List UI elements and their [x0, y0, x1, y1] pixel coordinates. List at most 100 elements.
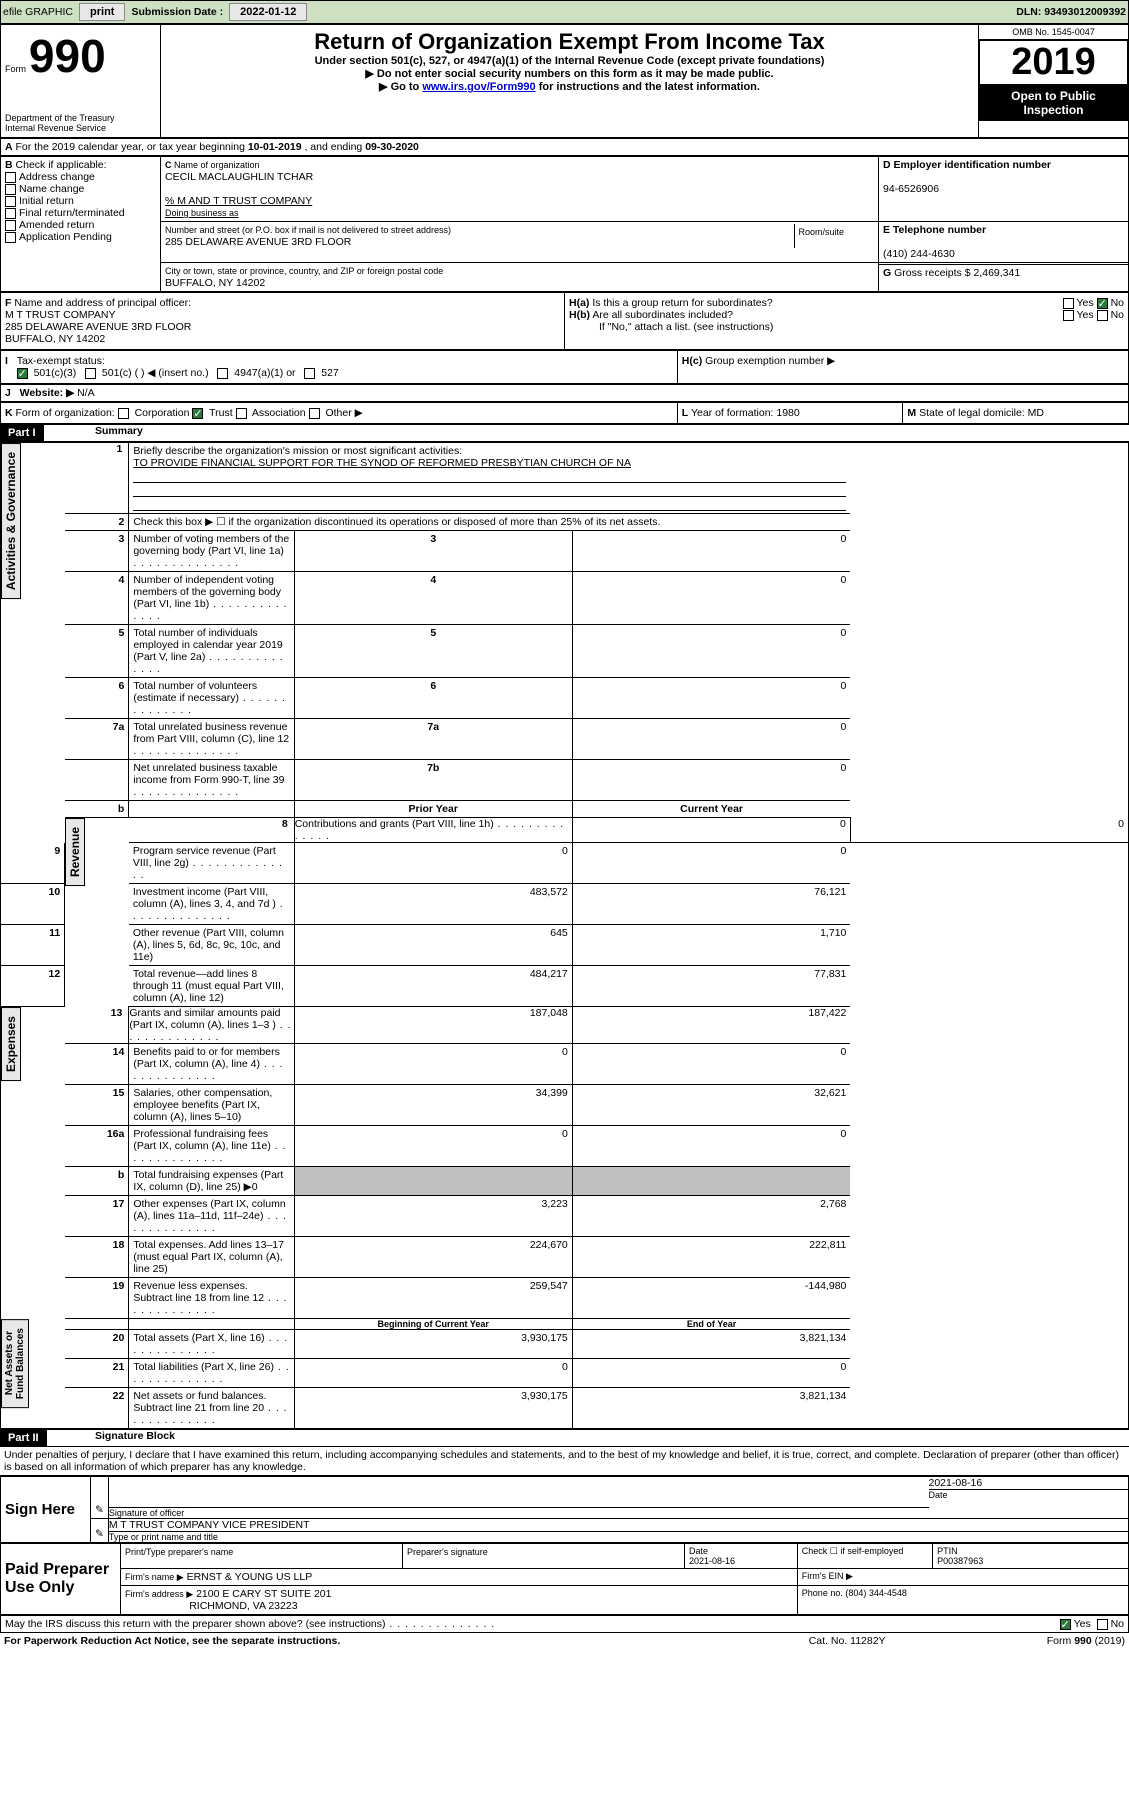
line-9-prior: 0: [294, 843, 572, 884]
instructions-link[interactable]: www.irs.gov/Form990: [422, 81, 535, 93]
ptin: P00387963: [937, 1556, 983, 1566]
line-a: A For the 2019 calendar year, or tax yea…: [0, 138, 1129, 156]
line-11-curr: 1,710: [572, 925, 850, 966]
line-8-prior: 0: [572, 818, 850, 843]
cb-discuss-yes[interactable]: [1060, 1619, 1071, 1630]
side-net-assets: Net Assets or Fund Balances: [1, 1319, 29, 1408]
gross-receipts: 2,469,341: [973, 267, 1020, 279]
paperwork-notice: For Paperwork Reduction Act Notice, see …: [4, 1635, 340, 1647]
tax-year: 2019: [979, 40, 1128, 85]
line-4-val: 0: [572, 572, 850, 625]
net-curr-hdr: End of Year: [572, 1319, 850, 1330]
line-12-prior: 484,217: [294, 966, 572, 1007]
address: 285 DELAWARE AVENUE 3RD FLOOR: [165, 236, 351, 248]
line-8-curr: 0: [850, 818, 1128, 843]
dln: DLN: 93493012009392: [1016, 6, 1126, 18]
self-employed-check: Check ☐ if self-employed: [797, 1544, 932, 1569]
paid-preparer: Paid Preparer Use Only: [5, 1561, 109, 1596]
cb-ha-no[interactable]: [1097, 298, 1108, 309]
section-e: E Telephone number (410) 244-4630: [879, 222, 1129, 263]
dept: Department of the Treasury Internal Reve…: [5, 113, 156, 133]
line-22-curr: 3,821,134: [572, 1388, 850, 1429]
section-g: G Gross receipts $ 2,469,341: [879, 264, 1129, 291]
cb-trust[interactable]: [192, 408, 203, 419]
subtitle-1: Under section 501(c), 527, or 4947(a)(1)…: [165, 55, 974, 67]
line-7b-val: 0: [572, 760, 850, 801]
pen-icon: ✎: [95, 1504, 104, 1516]
cb-discuss-no[interactable]: [1097, 1619, 1108, 1630]
perjury-statement: Under penalties of perjury, I declare th…: [0, 1447, 1129, 1476]
cb-hb-yes[interactable]: [1063, 310, 1074, 321]
line-17-curr: 2,768: [572, 1196, 850, 1237]
cb-corp[interactable]: [118, 408, 129, 419]
city-state-zip: BUFFALO, NY 14202: [165, 277, 265, 289]
subtitle-2: Do not enter social security numbers on …: [165, 67, 974, 80]
line-19-prior: 259,547: [294, 1278, 572, 1319]
submission-date[interactable]: 2022-01-12: [229, 3, 307, 21]
org-name: CECIL MACLAUGHLIN TCHAR: [165, 171, 313, 183]
form-word: Form: [5, 64, 26, 74]
officer-name: M T TRUST COMPANY: [5, 309, 115, 321]
telephone: (410) 244-4630: [883, 248, 955, 260]
current-year-hdr: Current Year: [572, 801, 850, 818]
cb-501c[interactable]: [85, 368, 96, 379]
cb-amended[interactable]: [5, 220, 16, 231]
page-title: Return of Organization Exempt From Incom…: [165, 29, 974, 55]
cb-address-change[interactable]: [5, 172, 16, 183]
line-6-val: 0: [572, 678, 850, 719]
line-16a-curr: 0: [572, 1126, 850, 1167]
line-22-prior: 3,930,175: [294, 1388, 572, 1429]
preparer-date: 2021-08-16: [689, 1556, 735, 1566]
cb-other[interactable]: [309, 408, 320, 419]
open-public: Open to Public Inspection: [979, 85, 1128, 121]
cb-527[interactable]: [304, 368, 315, 379]
firm-addr1: 2100 E CARY ST SUITE 201: [196, 1588, 331, 1600]
efile-label: efile GRAPHIC: [3, 6, 73, 18]
cb-501c3[interactable]: [17, 368, 28, 379]
cb-final-return[interactable]: [5, 208, 16, 219]
line-21-prior: 0: [294, 1359, 572, 1388]
form-number: 990: [29, 30, 106, 82]
ty-begin: 10-01-2019: [248, 141, 302, 153]
submission-date-label: Submission Date :: [131, 6, 223, 18]
line-21-curr: 0: [572, 1359, 850, 1388]
cb-initial-return[interactable]: [5, 196, 16, 207]
form-990: Form 990 Department of the Treasury Inte…: [0, 24, 1129, 138]
line-16b-curr: [572, 1167, 850, 1196]
ein: 94-6526906: [883, 183, 939, 195]
cb-hb-no[interactable]: [1097, 310, 1108, 321]
line-7a-val: 0: [572, 719, 850, 760]
firm-ein-label: Firm's EIN ▶: [797, 1569, 1128, 1586]
ty-end: 09-30-2020: [365, 141, 419, 153]
section-b: B Check if applicable: Address change Na…: [1, 157, 161, 292]
cb-ha-yes[interactable]: [1063, 298, 1074, 309]
line-14-prior: 0: [294, 1044, 572, 1085]
cb-4947[interactable]: [217, 368, 228, 379]
toolbar: efile GRAPHIC print Submission Date : 20…: [0, 0, 1129, 24]
cb-name-change[interactable]: [5, 184, 16, 195]
line-18-prior: 224,670: [294, 1237, 572, 1278]
cb-assoc[interactable]: [236, 408, 247, 419]
firm-name: ERNST & YOUNG US LLP: [187, 1571, 313, 1583]
discuss-row: May the IRS discuss this return with the…: [0, 1615, 1129, 1633]
line-5-val: 0: [572, 625, 850, 678]
line-16b-prior: [294, 1167, 572, 1196]
line-11-prior: 645: [294, 925, 572, 966]
line-17-prior: 3,223: [294, 1196, 572, 1237]
part-1-header: Part I: [0, 425, 44, 441]
line-20-prior: 3,930,175: [294, 1330, 572, 1359]
line-15-curr: 32,621: [572, 1085, 850, 1126]
firm-addr2: RICHMOND, VA 23223: [189, 1600, 297, 1612]
officer-addr2: BUFFALO, NY 14202: [5, 333, 105, 345]
line-16a-prior: 0: [294, 1126, 572, 1167]
line-10-curr: 76,121: [572, 884, 850, 925]
cb-app-pending[interactable]: [5, 232, 16, 243]
sig-date: 2021-08-16: [929, 1477, 983, 1489]
year-formed: 1980: [776, 407, 799, 419]
side-expenses: Expenses: [1, 1007, 21, 1081]
part-2-header: Part II: [0, 1430, 47, 1446]
officer-addr1: 285 DELAWARE AVENUE 3RD FLOOR: [5, 321, 191, 333]
print-button[interactable]: print: [79, 3, 125, 21]
pen-icon-2: ✎: [95, 1528, 104, 1540]
side-governance: Activities & Governance: [1, 443, 21, 599]
